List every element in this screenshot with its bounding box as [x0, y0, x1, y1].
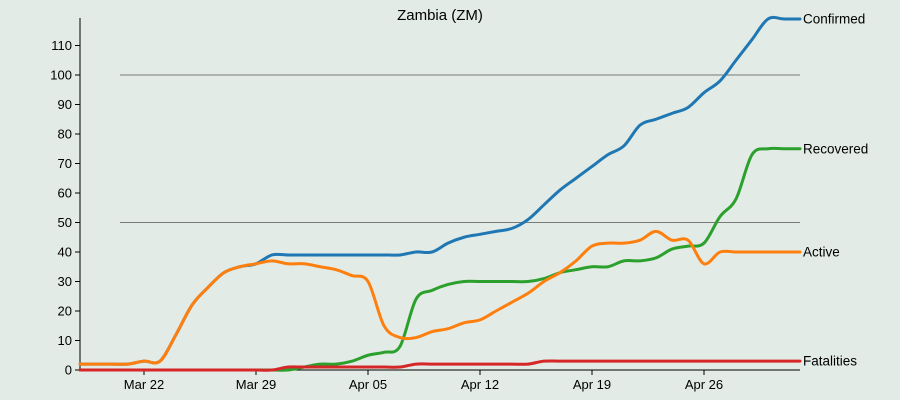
y-tick-label: 80	[58, 127, 72, 142]
series-end-labels: Confirmed Recovered Active Fatalities	[803, 11, 868, 368]
x-tick-label: Mar 29	[236, 377, 276, 392]
y-tick-label: 30	[58, 274, 72, 289]
series-line-recovered	[78, 146, 802, 372]
y-tick-label: 70	[58, 156, 72, 171]
axes	[79, 18, 800, 371]
x-axis-ticks: Mar 22 Mar 29 Apr 05 Apr 12 Apr 19 Apr 26	[124, 370, 723, 392]
y-tick-label: 0	[65, 363, 72, 378]
series-lines	[78, 15, 802, 372]
series-label-recovered: Recovered	[803, 141, 868, 156]
x-tick-label: Apr 12	[461, 377, 499, 392]
x-tick-label: Apr 19	[573, 377, 611, 392]
series-line-active	[78, 229, 802, 366]
y-tick-label: 20	[58, 304, 72, 319]
series-label-confirmed: Confirmed	[803, 11, 865, 26]
chart-title: Zambia (ZM)	[397, 7, 483, 24]
x-tick-label: Mar 22	[124, 377, 164, 392]
series-label-active: Active	[803, 245, 840, 260]
y-tick-label: 40	[58, 245, 72, 260]
x-tick-label: Apr 26	[685, 377, 723, 392]
y-tick-label: 100	[50, 68, 72, 83]
y-tick-label: 60	[58, 186, 72, 201]
y-tick-label: 90	[58, 97, 72, 112]
y-tick-label: 50	[58, 215, 72, 230]
x-tick-label: Apr 05	[349, 377, 387, 392]
y-axis-ticks: 0 10 20 30 40 50 60 70 80 90 100 110	[50, 38, 80, 378]
series-line-fatalities	[78, 359, 802, 372]
y-tick-label: 110	[51, 38, 72, 53]
y-tick-label: 10	[58, 333, 72, 348]
gridlines	[120, 74, 800, 223]
series-label-fatalities: Fatalities	[803, 354, 857, 369]
